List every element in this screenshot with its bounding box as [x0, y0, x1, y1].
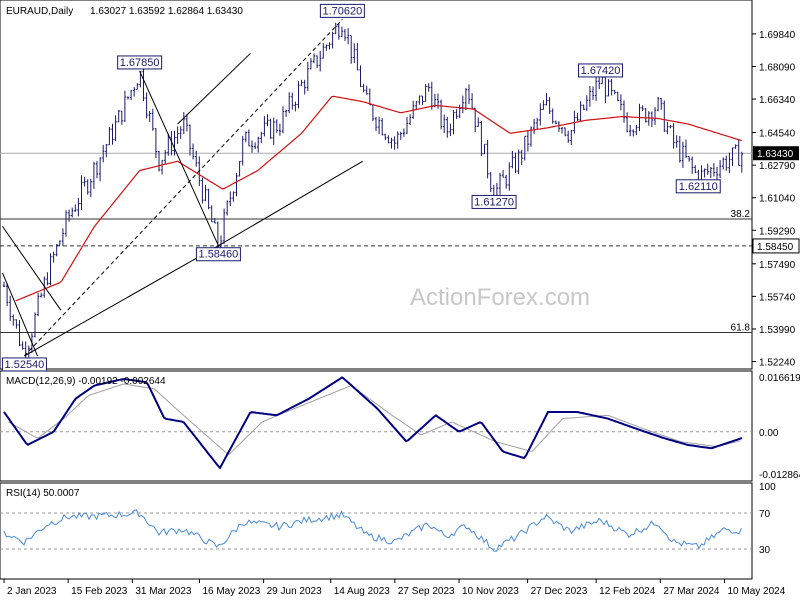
fib-level-label: 38.2	[731, 209, 751, 220]
trendline	[24, 19, 343, 357]
horizontal-levels: 38.2 61.8	[0, 152, 752, 333]
price-axis: 1.69840 1.68090 1.66340 1.64540 1.62790 1.610…	[752, 30, 800, 369]
macd-tick-label: 0.00	[759, 428, 779, 439]
rsi-tick-label: 30	[759, 545, 771, 556]
swing-label-box	[1, 357, 47, 372]
date-tick-label: 15 Feb 2023	[71, 586, 128, 597]
swing-label-box	[675, 179, 721, 194]
rsi-panel-frame	[0, 482, 753, 580]
date-tick-label: 16 May 2023	[202, 586, 260, 597]
current-price-label: 1.63430	[757, 149, 794, 160]
level-price-label: 1.58450	[757, 242, 794, 253]
swing-label: 1.52540	[5, 359, 45, 371]
swing-label-box	[195, 247, 241, 262]
price-tick-label: 1.66340	[759, 95, 796, 106]
date-tick-label: 29 Jun 2023	[267, 586, 322, 597]
price-tick-label: 1.69840	[759, 30, 796, 41]
rsi-title: RSI(14) 50.0007	[6, 488, 80, 499]
price-tick-label: 1.57490	[759, 260, 796, 271]
date-tick-label: 10 May 2024	[727, 586, 785, 597]
swing-label-box	[578, 63, 624, 78]
trendlines	[2, 19, 364, 357]
swing-label-box	[319, 3, 365, 18]
swing-label: 1.67850	[120, 57, 160, 69]
price-tick-label: 1.52240	[759, 358, 796, 369]
macd-tick-label: 0.016619	[759, 373, 800, 384]
moving-average-line	[15, 95, 742, 302]
watermark: ActionForex.com	[410, 284, 590, 311]
date-tick-label: 10 Nov 2023	[462, 586, 519, 597]
trendline	[2, 272, 38, 357]
chart-header-symbol: EURAUD,Daily	[6, 6, 73, 17]
rsi-tick-label: 70	[759, 509, 771, 520]
moving-average-path	[15, 95, 742, 302]
date-tick-label: 2 Jan 2023	[7, 586, 57, 597]
current-price-box	[753, 146, 799, 161]
chart-header-ohlc: 1.63027 1.63592 1.62864 1.63430	[90, 6, 243, 17]
trendline	[2, 226, 62, 311]
date-tick-label: 27 Mar 2024	[663, 586, 720, 597]
macd-title: MACD(12,26,9) -0.00192 -0.002644	[6, 376, 166, 387]
swing-labels: 1.70620 1.67850 1.67420 1.62110 1.61270 1.584…	[1, 3, 721, 372]
trendline	[177, 52, 251, 125]
swing-label: 1.70620	[322, 5, 362, 17]
fib-level-label: 61.8	[731, 322, 751, 333]
candlestick-series	[2, 22, 743, 369]
macd-signal-line	[8, 383, 741, 456]
trendline	[139, 70, 219, 246]
price-panel-frame	[0, 0, 753, 370]
date-tick-label: 14 Aug 2023	[334, 586, 391, 597]
price-tick-label: 1.61040	[759, 194, 796, 205]
swing-label: 1.61270	[474, 196, 514, 208]
macd-indicator: 0.016619 0.00 -0.012864	[0, 373, 800, 481]
swing-label: 1.58460	[199, 249, 239, 261]
price-tick-label: 1.55740	[759, 292, 796, 303]
swing-label: 1.62110	[679, 181, 718, 193]
price-tick-label: 1.53990	[759, 325, 796, 336]
swing-label-box	[117, 55, 163, 70]
swing-label-box	[471, 194, 517, 209]
rsi-tick-label: 100	[759, 482, 776, 493]
date-tick-label: 12 Feb 2024	[599, 586, 656, 597]
price-tick-label: 1.62790	[759, 161, 796, 172]
level-price-box	[752, 238, 800, 254]
date-axis: 2 Jan 2023 15 Feb 2023 31 Mar 2023 16 May 2…	[3, 579, 786, 597]
price-tick-label: 1.64540	[759, 129, 796, 140]
price-tick-label: 1.68090	[759, 62, 796, 73]
rsi-line	[3, 509, 742, 552]
swing-label: 1.67420	[581, 65, 621, 77]
date-tick-label: 31 Mar 2023	[135, 586, 192, 597]
price-tick-label: 1.59290	[759, 226, 796, 237]
date-tick-label: 27 Sep 2023	[398, 586, 455, 597]
macd-line	[3, 376, 743, 470]
macd-panel-frame	[0, 370, 753, 482]
date-tick-label: 27 Dec 2023	[531, 586, 588, 597]
macd-tick-label: -0.012864	[759, 470, 800, 481]
rsi-indicator: 100 70 30	[0, 482, 776, 556]
